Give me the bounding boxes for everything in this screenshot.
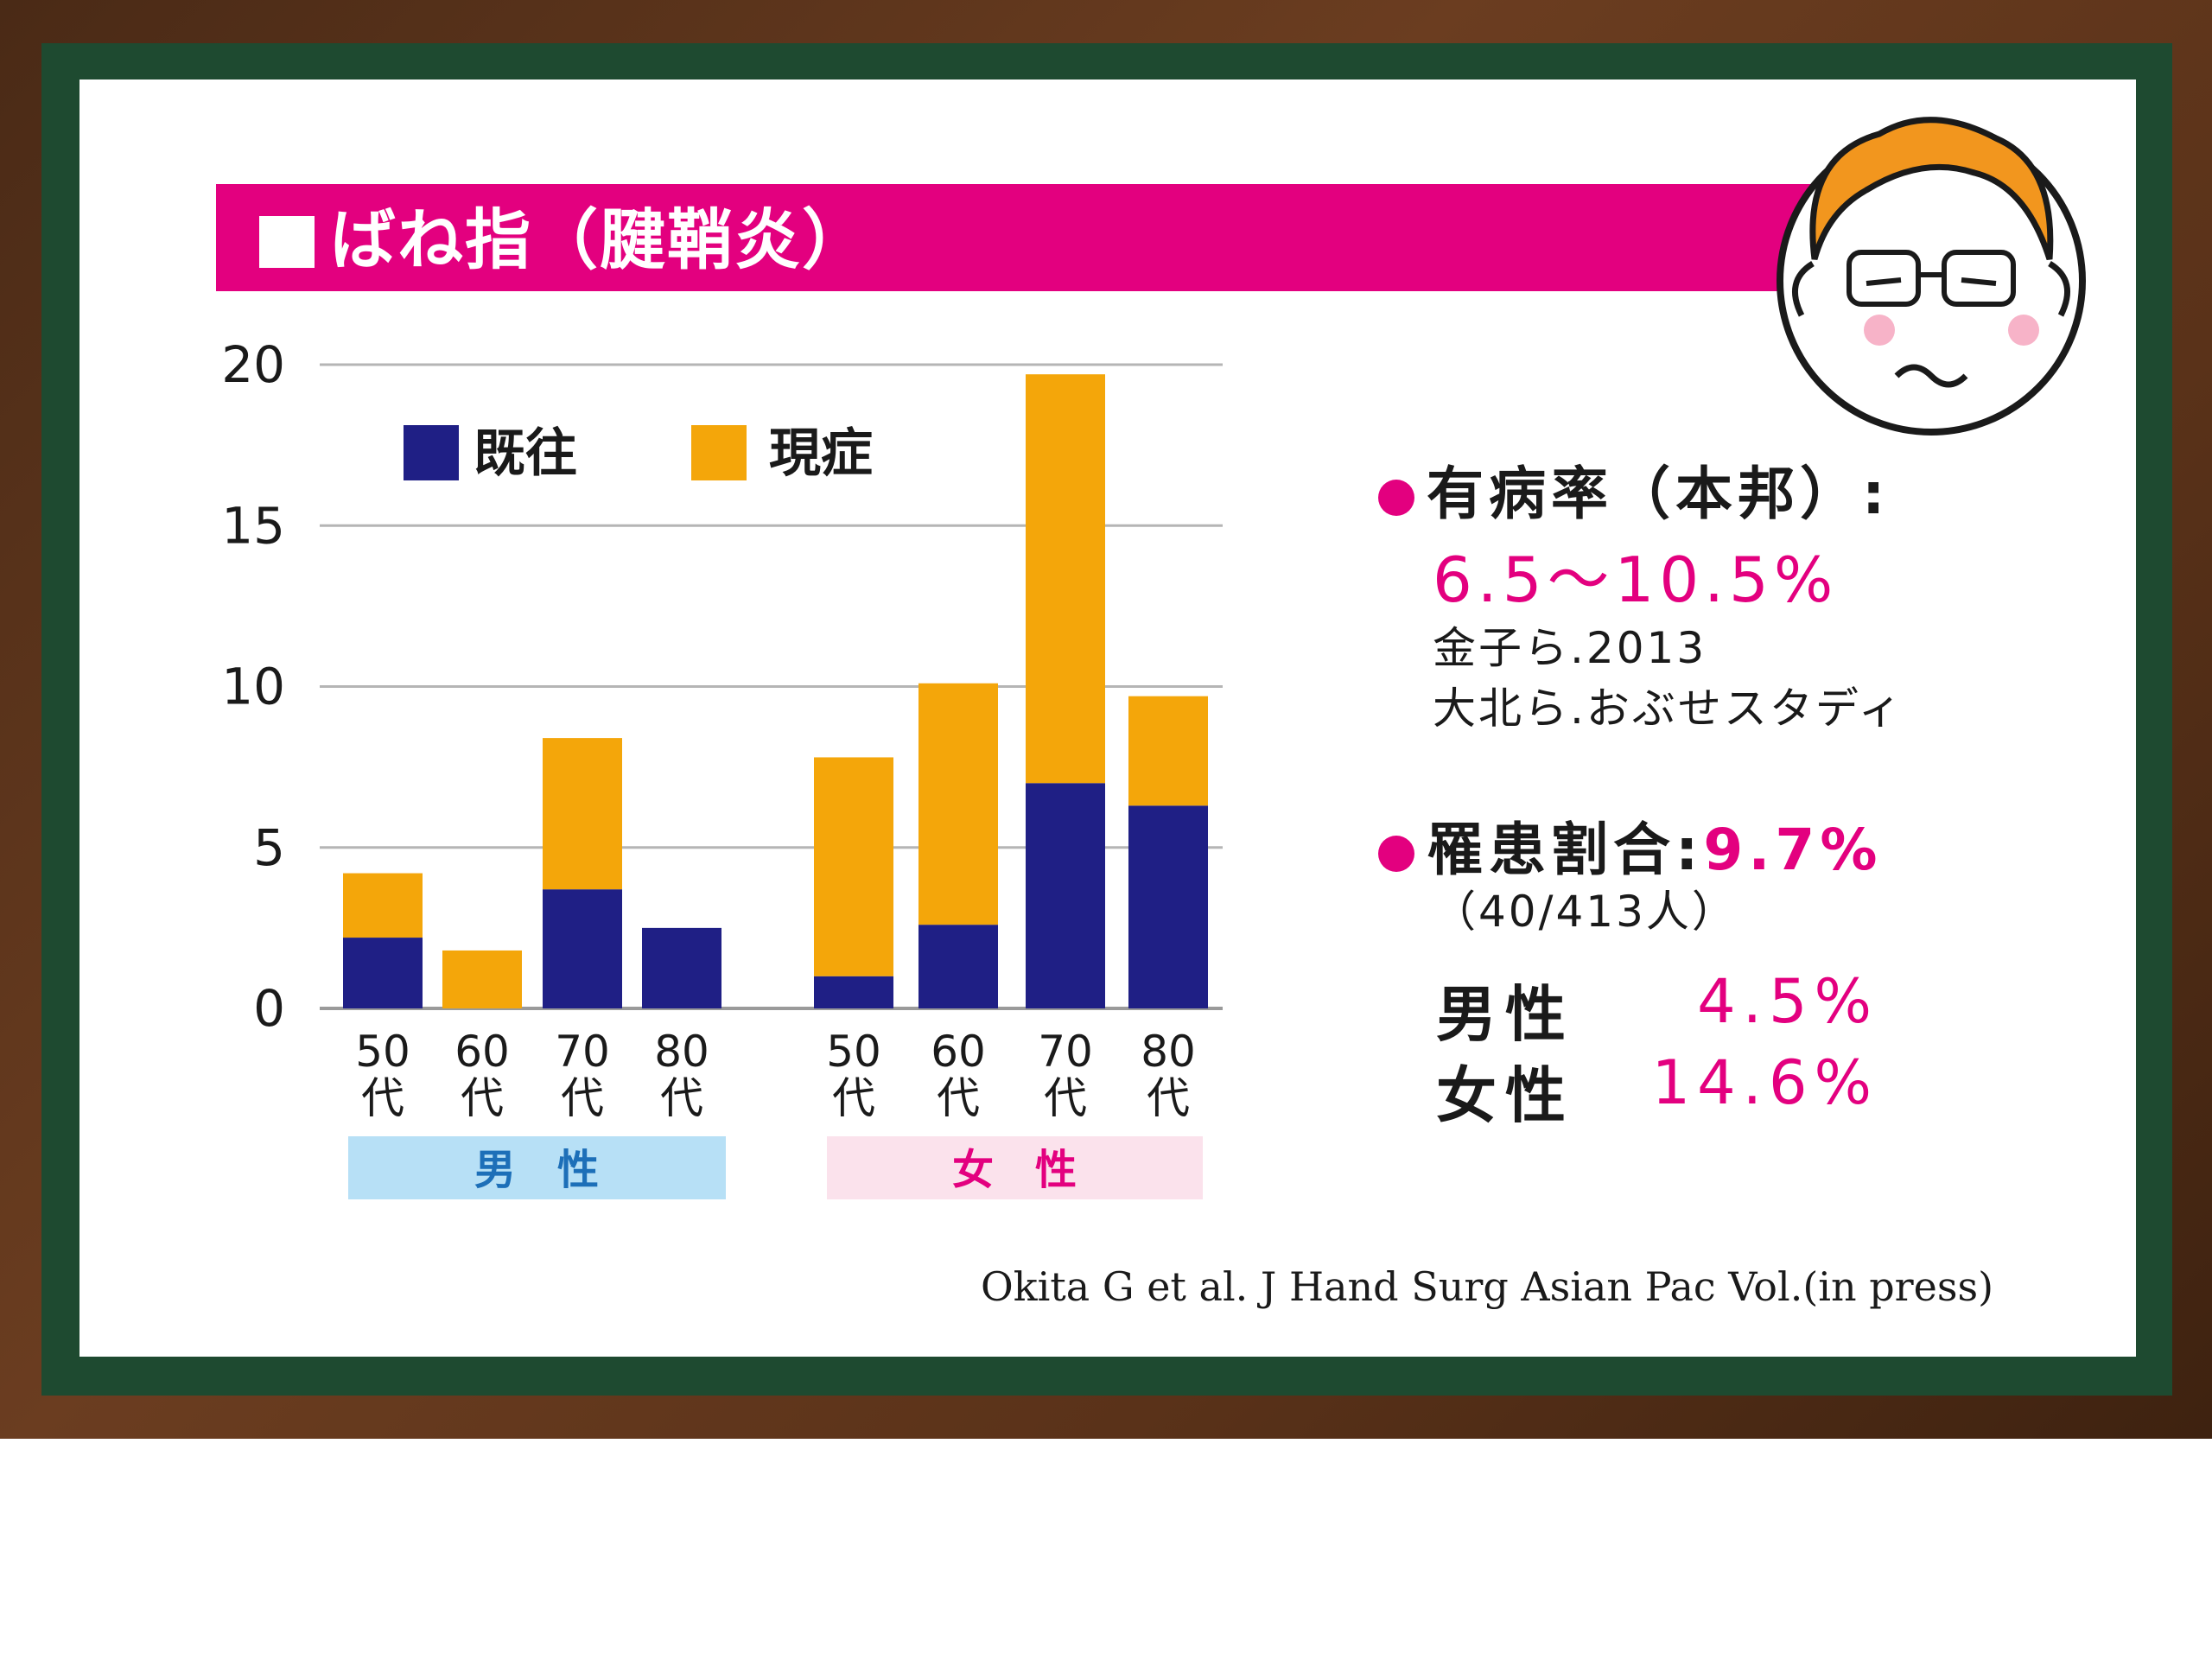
y-tick-label: 0 — [253, 979, 285, 1038]
prevalence-value: 6.5～10.5% — [1433, 544, 1839, 616]
female-band — [827, 1136, 1203, 1199]
morbidity-label: 罹患割合: — [1427, 817, 1704, 883]
bullet-icon — [1378, 479, 1414, 516]
bars — [343, 374, 1208, 1008]
bar-segment-past — [642, 927, 721, 1008]
x-tick-suffix: 代 — [1147, 1073, 1190, 1123]
bar-segment-current — [1128, 696, 1208, 806]
citation: Okita G et al. J Hand Surg Asian Pac Vol… — [981, 1263, 1994, 1310]
bar-segment-current — [814, 757, 893, 976]
female-rate-value: 14.6% — [1651, 1047, 1878, 1118]
prevalence-row: 有病率（本邦）: — [1378, 448, 1890, 531]
x-tick-label: 50 — [355, 1027, 410, 1077]
doctor-face-icon — [1777, 117, 2086, 436]
x-tick-suffix: 代 — [832, 1073, 875, 1123]
y-tick-label: 10 — [221, 658, 285, 716]
bar-segment-past — [543, 889, 622, 1008]
bar-segment-past — [1026, 783, 1105, 1008]
legend: 既往 現症 — [404, 423, 873, 484]
x-tick-label: 80 — [1141, 1027, 1196, 1077]
female-rate-label: 女性 — [1436, 1060, 1574, 1131]
prevalence-ref-2: 大北ら.おぶせスタディ — [1433, 684, 1904, 734]
bar-segment-current — [918, 683, 998, 925]
male-band — [348, 1136, 726, 1199]
bar-segment-current — [343, 873, 423, 938]
x-tick-label: 60 — [931, 1027, 986, 1077]
legend-label-current: 現症 — [769, 423, 873, 484]
prevalence-ref-1: 金子ら.2013 — [1433, 623, 1707, 673]
male-group-label: 男 性 — [474, 1146, 599, 1194]
bar-segment-past — [918, 925, 998, 1008]
x-tick-suffix: 代 — [561, 1073, 604, 1123]
bar-segment-past — [814, 976, 893, 1008]
bar-segment-past — [1128, 805, 1208, 1008]
prevalence-label: 有病率（本邦）: — [1427, 461, 1891, 527]
page-title: ばね指（腱鞘炎） — [330, 201, 869, 278]
morbidity-value: 9.7% — [1703, 817, 1883, 883]
legend-swatch-current — [691, 425, 747, 480]
x-tick-suffix: 代 — [660, 1073, 703, 1123]
x-tick-label: 70 — [1038, 1027, 1093, 1077]
male-rate-value: 4.5% — [1697, 966, 1878, 1037]
bullet-icon — [1378, 835, 1414, 872]
x-tick-suffix: 代 — [361, 1073, 404, 1123]
y-tick-label: 5 — [253, 818, 285, 877]
morbidity-row: 罹患割合:9.7% — [1378, 804, 1882, 887]
group-bands: 男 性 女 性 — [348, 1136, 1203, 1199]
morbidity-count: （40/413人） — [1433, 887, 1738, 937]
x-tick-suffix: 代 — [1044, 1073, 1087, 1123]
title-bar — [216, 184, 1858, 291]
bar-segment-current — [442, 950, 522, 1008]
x-tick-label: 60 — [454, 1027, 510, 1077]
x-tick-suffix: 代 — [461, 1073, 504, 1123]
title-square-icon — [259, 216, 315, 268]
y-tick-label: 20 — [221, 335, 285, 394]
bar-segment-past — [343, 938, 423, 1008]
x-tick-label: 50 — [826, 1027, 881, 1077]
y-tick-label: 15 — [221, 496, 285, 555]
x-tick-label: 70 — [555, 1027, 610, 1077]
legend-swatch-past — [404, 425, 459, 480]
y-axis-ticks: 0 5 10 15 20 — [221, 335, 285, 1038]
bar-segment-current — [543, 738, 622, 890]
male-rate-label: 男性 — [1436, 979, 1574, 1050]
x-tick-label: 80 — [654, 1027, 709, 1077]
x-tick-suffix: 代 — [937, 1073, 980, 1123]
bar-segment-current — [1026, 374, 1105, 784]
legend-label-past: 既往 — [474, 423, 577, 484]
female-group-label: 女 性 — [952, 1146, 1077, 1194]
